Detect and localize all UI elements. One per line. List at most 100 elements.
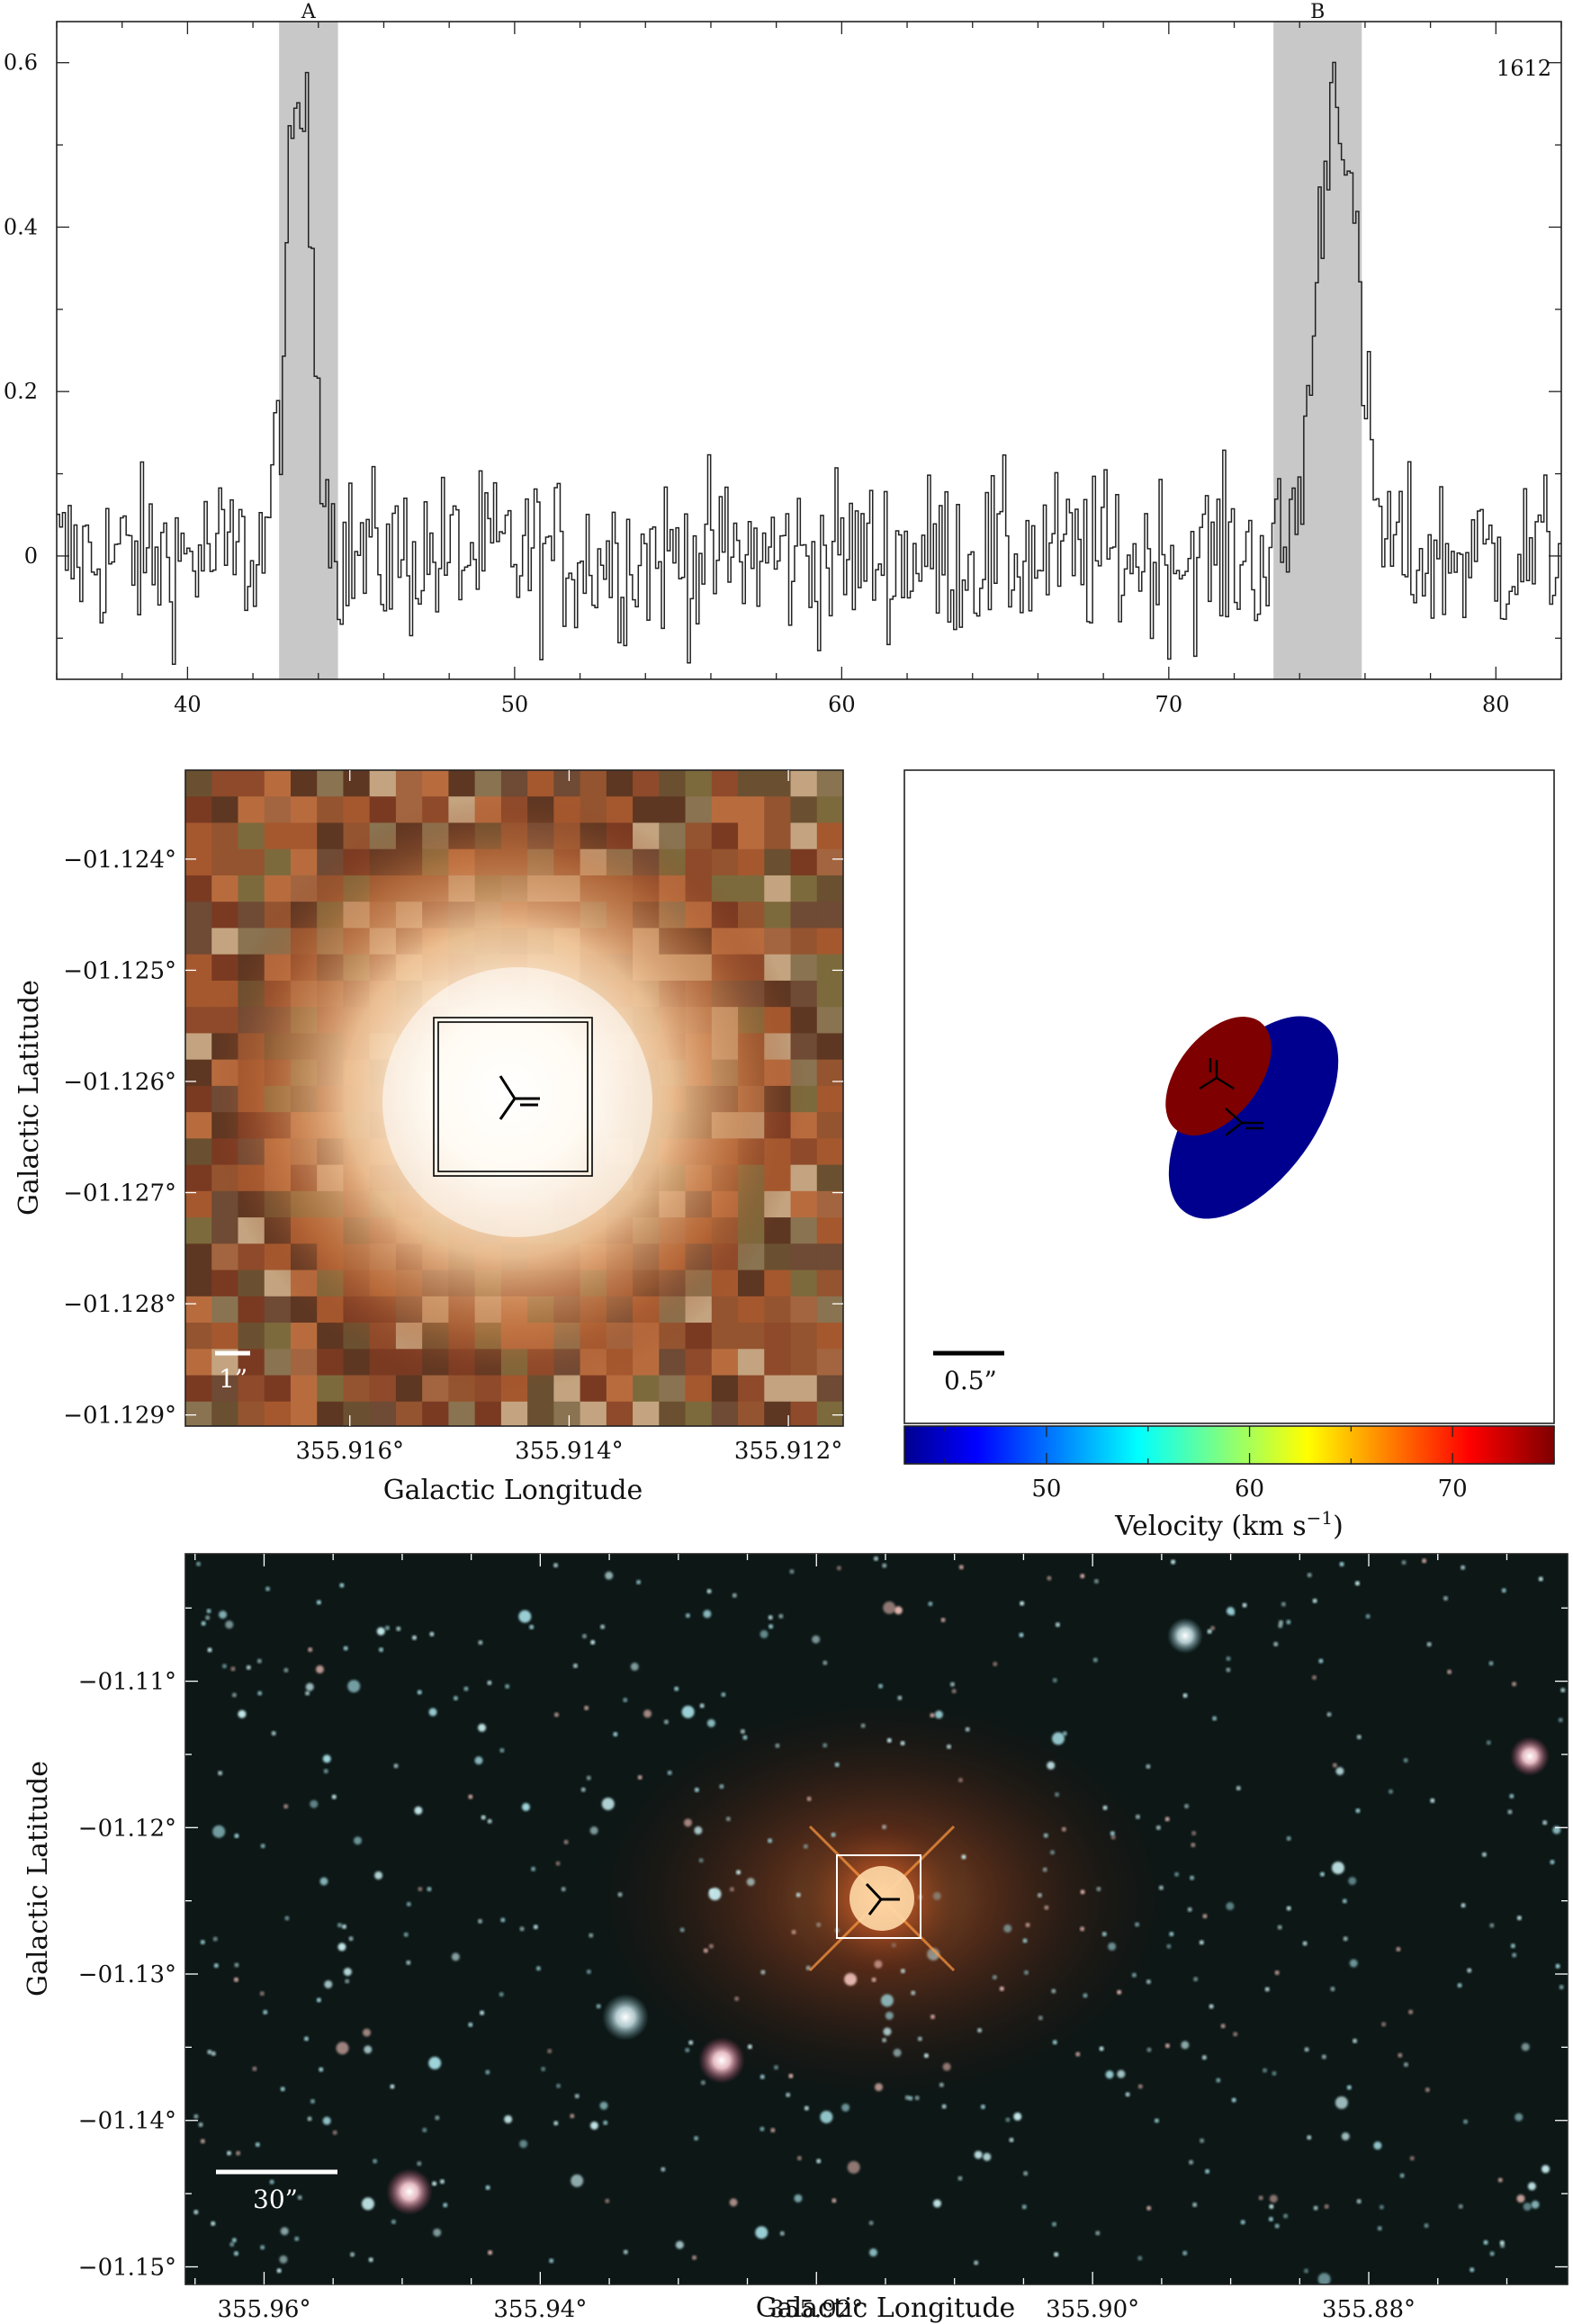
star bbox=[1191, 1843, 1196, 1848]
maser-ellipse-B bbox=[1165, 1017, 1272, 1135]
star bbox=[1512, 1682, 1517, 1687]
pixel bbox=[816, 1217, 843, 1244]
star bbox=[1461, 1903, 1466, 1908]
star bbox=[1399, 2173, 1405, 2178]
star bbox=[1054, 2252, 1059, 2257]
star bbox=[468, 1794, 473, 1799]
star bbox=[316, 1997, 321, 2003]
pixel bbox=[606, 1401, 634, 1426]
pixel bbox=[238, 1323, 265, 1350]
pixel bbox=[764, 1243, 792, 1271]
pixel bbox=[527, 1401, 554, 1426]
star bbox=[1318, 1658, 1324, 1664]
star bbox=[422, 2127, 427, 2132]
pixel bbox=[816, 848, 843, 876]
star bbox=[347, 1680, 361, 1693]
star bbox=[1051, 1988, 1056, 1994]
star bbox=[1191, 1831, 1197, 1836]
star bbox=[605, 2198, 610, 2203]
star bbox=[433, 2228, 442, 2237]
star bbox=[1356, 2199, 1362, 2204]
star bbox=[487, 1680, 492, 1685]
star bbox=[521, 1802, 530, 1811]
pixel bbox=[185, 1059, 212, 1087]
star bbox=[533, 1925, 538, 1930]
star bbox=[1307, 1573, 1312, 1578]
star bbox=[868, 2248, 877, 2257]
pixel bbox=[659, 1401, 687, 1426]
star bbox=[429, 1631, 435, 1637]
star bbox=[589, 1933, 594, 1938]
star bbox=[882, 2038, 887, 2043]
star bbox=[874, 2083, 883, 2092]
star bbox=[740, 1728, 745, 1734]
star bbox=[796, 2156, 802, 2161]
star bbox=[487, 1818, 492, 1824]
y-tick-label: −01.128° bbox=[63, 1291, 176, 1318]
pixel bbox=[185, 1270, 212, 1297]
star bbox=[688, 2040, 694, 2045]
star bbox=[623, 1697, 628, 1702]
wide-ylabel: Galactic Latitude bbox=[22, 1761, 54, 1996]
pixel bbox=[790, 770, 818, 797]
pixel bbox=[369, 1401, 397, 1426]
pixel bbox=[185, 1085, 212, 1113]
pixel bbox=[790, 875, 818, 902]
pixel bbox=[185, 1217, 212, 1244]
star bbox=[586, 1775, 591, 1781]
star bbox=[246, 1664, 251, 1670]
star bbox=[1003, 1924, 1012, 1933]
star bbox=[725, 1817, 731, 1822]
y-tick-label: −01.125° bbox=[63, 957, 176, 984]
star bbox=[1353, 2038, 1358, 2043]
y-tick-label: 0.4 bbox=[4, 214, 38, 239]
pixel bbox=[816, 770, 843, 797]
pixel bbox=[238, 822, 265, 850]
pixel bbox=[290, 1375, 318, 1403]
pixel bbox=[238, 848, 265, 876]
pixel bbox=[185, 1349, 212, 1377]
star bbox=[586, 1970, 591, 1975]
pixel bbox=[711, 848, 739, 876]
pixel bbox=[211, 1375, 239, 1403]
star bbox=[721, 1691, 726, 1697]
star bbox=[1515, 2113, 1524, 2122]
star bbox=[1559, 1985, 1564, 1990]
zoom-x-ticks: 355.916° 355.914° 355.912° bbox=[295, 770, 842, 1465]
pixel bbox=[816, 902, 843, 929]
star bbox=[310, 1799, 319, 1808]
star bbox=[779, 2230, 785, 2236]
star bbox=[685, 2048, 690, 2053]
star bbox=[932, 2199, 941, 2208]
x-tick-label: 355.914° bbox=[515, 1438, 624, 1465]
star bbox=[485, 2069, 490, 2075]
pixel bbox=[816, 1112, 843, 1139]
star bbox=[599, 2101, 608, 2110]
x-tick-label: 60 bbox=[828, 692, 856, 717]
x-tick-label: 355.94° bbox=[493, 2296, 587, 2323]
cb-tick-label: 50 bbox=[1031, 1476, 1061, 1503]
star bbox=[914, 2095, 920, 2101]
star bbox=[1403, 2062, 1408, 2068]
pixel bbox=[816, 1243, 843, 1271]
pixel bbox=[264, 1401, 292, 1426]
star bbox=[305, 1682, 314, 1691]
star bbox=[1510, 1943, 1515, 1949]
cb-tick-label: 60 bbox=[1235, 1476, 1264, 1503]
pixel bbox=[185, 1033, 212, 1061]
pixel bbox=[633, 1375, 660, 1403]
pixel bbox=[500, 770, 528, 797]
pixel bbox=[659, 1375, 687, 1403]
pixel bbox=[790, 928, 818, 956]
star bbox=[1263, 2068, 1268, 2073]
star bbox=[324, 1979, 333, 1988]
star bbox=[350, 2252, 355, 2257]
star bbox=[1055, 1792, 1060, 1798]
star bbox=[499, 1747, 505, 1753]
pixel bbox=[816, 1349, 843, 1377]
star bbox=[1005, 2117, 1011, 2122]
star bbox=[1146, 2205, 1152, 2211]
star bbox=[643, 1709, 652, 1718]
